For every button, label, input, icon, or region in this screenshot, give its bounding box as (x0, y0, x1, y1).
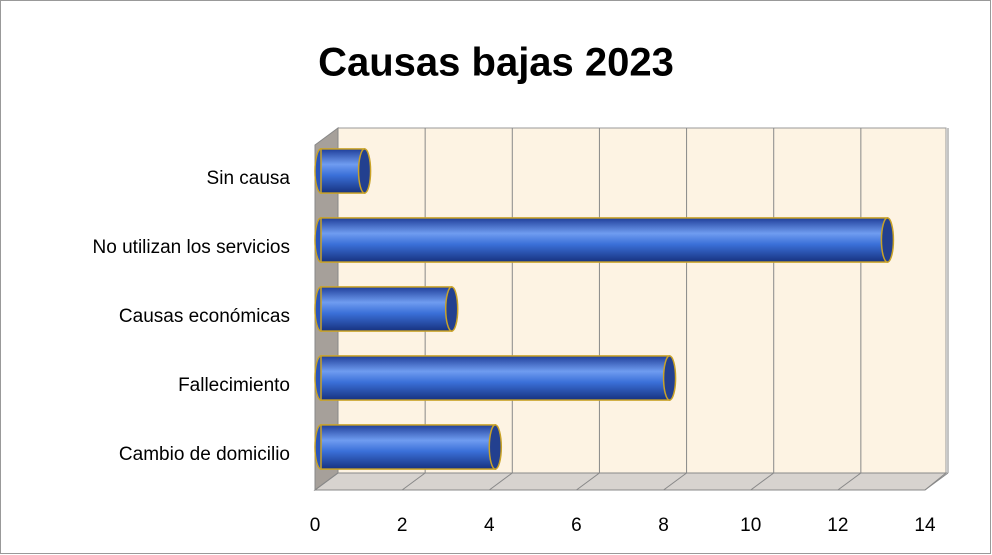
bar (314, 355, 677, 401)
x-tick-label: 6 (571, 515, 582, 536)
floor-grid-line (576, 472, 600, 491)
x-tick-label: 14 (914, 515, 936, 536)
x-tick-label: 0 (310, 515, 321, 536)
y-tick-label: Sin causa (207, 168, 291, 189)
x-tick-label: 10 (740, 515, 761, 536)
floor-grid-line (314, 472, 339, 491)
bar-cap (444, 286, 459, 332)
floor-grid-line (750, 472, 775, 491)
y-tick-label: Fallecimiento (178, 375, 290, 396)
x-tick-label: 8 (658, 515, 669, 536)
bar (314, 217, 895, 263)
bar-cap (357, 148, 372, 194)
chart-title: Causas bajas 2023 (318, 41, 674, 85)
bar-cap (880, 217, 895, 263)
floor-grid-line (924, 472, 949, 491)
bar-body (320, 286, 453, 332)
bar (314, 286, 459, 332)
floor (313, 472, 948, 491)
bar-body (320, 148, 366, 194)
y-tick-label: No utilizan los servicios (93, 237, 290, 258)
y-tick-label: Cambio de domicilio (119, 444, 290, 465)
floor-grid-line (837, 472, 862, 491)
floor-grid-line (663, 472, 687, 491)
bar-cap (662, 355, 677, 401)
x-tick-label: 2 (397, 515, 408, 536)
floor-grid-line (401, 472, 426, 491)
bar-body (320, 217, 889, 263)
bar-body (320, 424, 497, 470)
bar-body (320, 355, 671, 401)
y-tick-label: Causas económicas (119, 306, 290, 327)
x-tick-label: 4 (484, 515, 495, 536)
bar (314, 424, 503, 470)
x-tick-label: 12 (827, 515, 848, 536)
bar (314, 148, 372, 194)
bar-cap (488, 424, 503, 470)
floor-grid-line (488, 472, 513, 491)
